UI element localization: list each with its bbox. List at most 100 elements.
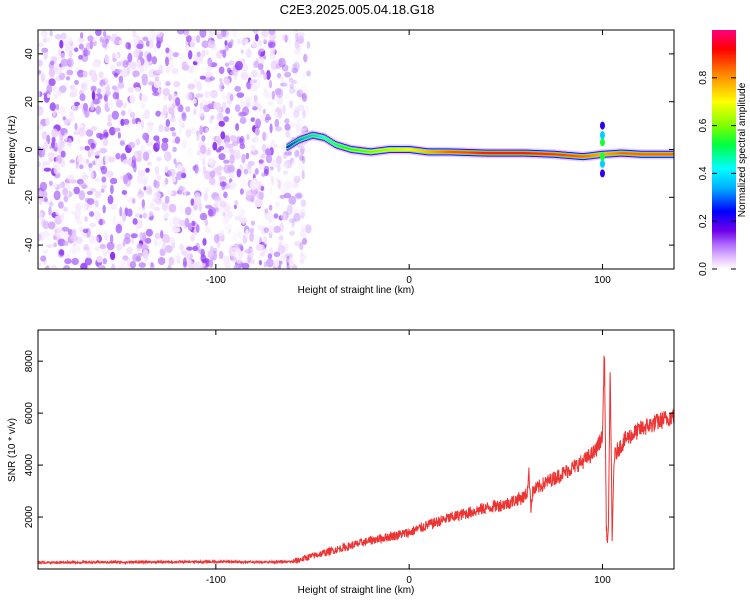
heatmap-cell [188,65,195,74]
colorbar-tick-label: 0.8 [698,70,709,84]
heatmap-cell [43,51,48,61]
heatmap-cell [75,245,81,252]
heatmap-cell [56,229,65,238]
ridge-segment [476,151,479,154]
heatmap-cell [229,93,234,102]
heatmap-cell [142,132,150,141]
heatmap-cell [176,164,183,172]
heatmap-cell [236,168,242,178]
heatmap-cell [146,122,155,127]
heatmap-cell [100,188,105,193]
ridge-segment [385,148,388,151]
ridge-segment [489,152,492,155]
heatmap-cell [291,264,298,269]
heatmap-cell [94,200,99,208]
heatmap-cell [254,33,259,42]
heatmap-cell [39,198,43,205]
heatmap-cell [132,253,139,262]
ridge-segment [523,152,526,155]
heatmap-cell [229,135,237,142]
heatmap-cell [104,54,110,64]
heatmap-cell [223,191,228,199]
ridge-segment [407,148,410,151]
heatmap-cell [51,128,59,138]
heatmap-cell [49,201,54,208]
ridge-segment [543,152,546,155]
heatmap-cell [71,229,77,236]
ridge-segment [558,153,561,156]
heatmap-cell [57,106,66,116]
heatmap-cell [202,165,206,175]
heatmap-cell [99,166,105,171]
heatmap-cell [168,256,175,266]
heatmap-cell [181,112,187,122]
heatmap-cell [298,31,305,38]
heatmap-cell [301,71,306,80]
heatmap-cell [139,214,143,219]
colorbar-tick-label: 0.4 [698,166,709,180]
heatmap-cell [145,167,150,173]
heatmap-cell [62,187,68,196]
ridge-segment [657,153,660,156]
heatmap-cell [218,153,226,161]
heatmap-cell [246,133,250,140]
heatmap-cell [119,206,123,217]
ridge-segment [379,149,382,152]
heatmap-cell [123,175,129,185]
y-axis-ticks-bottom: 2000 4000 6000 8000 [24,350,674,528]
heatmap-cell [46,84,53,94]
heatmap-cell [164,195,170,204]
heatmap-cell [238,243,243,250]
heatmap-cell [178,185,184,195]
ridge-segment [349,148,352,151]
ridge-segment [400,148,403,151]
ridge-segment [357,149,360,152]
heatmap-cell [106,249,111,255]
heatmap-cell [263,235,267,245]
heatmap-cell [231,140,239,147]
heatmap-cell [254,168,259,175]
heatmap-cell [116,61,122,67]
heatmap-cell [266,154,272,164]
heatmap-cell [87,148,92,158]
heatmap-cell [267,253,273,260]
ridge-segment [320,136,323,138]
heatmap-cell [267,101,274,106]
heatmap-cell [95,30,102,37]
heatmap-cell [165,56,169,67]
ridge-segment [411,148,414,151]
heatmap-cell [58,201,64,209]
ridge-segment [504,152,507,155]
heatmap-cell [177,52,186,61]
heatmap-cell [291,79,298,85]
heatmap-cell [156,156,162,162]
ridge-segment [541,152,544,155]
heatmap-cell [183,190,187,196]
x-tick-bottom-label: -100 [206,575,226,586]
heatmap-cell [225,78,230,86]
ridge-segment [340,145,343,148]
ridge-segment [386,148,390,151]
heatmap-cell [265,113,270,119]
ridge-segment [300,138,303,141]
heatmap-cell [210,115,215,120]
heatmap-cell [210,89,218,99]
heatmap-cell [122,240,126,247]
heatmap-cell [291,160,297,167]
heatmap-cell [48,180,53,187]
heatmap-cell [82,184,89,189]
heatmap-cell [284,35,288,43]
heatmap-cell [146,161,153,166]
heatmap-cell [79,164,84,170]
heatmap-cell [293,61,300,72]
heatmap-cell [263,36,267,44]
heatmap-cell [132,218,138,225]
heatmap-cell [178,203,185,214]
ridge-segment [318,135,322,138]
heatmap-cell [59,213,65,222]
ridge-segment [496,152,499,155]
ridge-flare [599,169,605,178]
heatmap-cell [207,157,213,165]
heatmap-cell [80,202,88,211]
heatmap-cell [299,258,305,264]
